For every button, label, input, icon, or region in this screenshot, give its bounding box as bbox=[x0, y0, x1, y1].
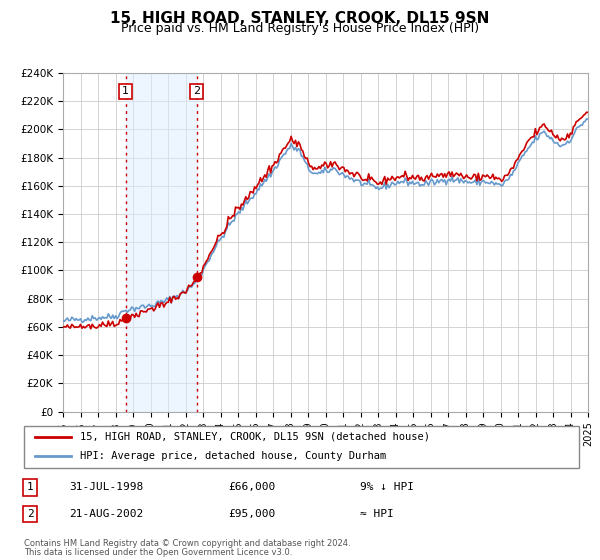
Text: ≈ HPI: ≈ HPI bbox=[360, 509, 394, 519]
Text: This data is licensed under the Open Government Licence v3.0.: This data is licensed under the Open Gov… bbox=[24, 548, 292, 557]
Text: Contains HM Land Registry data © Crown copyright and database right 2024.: Contains HM Land Registry data © Crown c… bbox=[24, 539, 350, 548]
Text: £95,000: £95,000 bbox=[228, 509, 275, 519]
Text: 1: 1 bbox=[26, 482, 34, 492]
Text: 2: 2 bbox=[26, 509, 34, 519]
Bar bbox=[125, 73, 197, 412]
Text: 2: 2 bbox=[193, 86, 200, 96]
Text: 21-AUG-2002: 21-AUG-2002 bbox=[69, 509, 143, 519]
Text: 15, HIGH ROAD, STANLEY, CROOK, DL15 9SN (detached house): 15, HIGH ROAD, STANLEY, CROOK, DL15 9SN … bbox=[79, 432, 430, 442]
Text: HPI: Average price, detached house, County Durham: HPI: Average price, detached house, Coun… bbox=[79, 451, 386, 461]
Text: 15, HIGH ROAD, STANLEY, CROOK, DL15 9SN: 15, HIGH ROAD, STANLEY, CROOK, DL15 9SN bbox=[110, 11, 490, 26]
Text: Price paid vs. HM Land Registry's House Price Index (HPI): Price paid vs. HM Land Registry's House … bbox=[121, 22, 479, 35]
FancyBboxPatch shape bbox=[24, 426, 579, 468]
Text: 9% ↓ HPI: 9% ↓ HPI bbox=[360, 482, 414, 492]
Text: 31-JUL-1998: 31-JUL-1998 bbox=[69, 482, 143, 492]
Text: £66,000: £66,000 bbox=[228, 482, 275, 492]
Text: 1: 1 bbox=[122, 86, 129, 96]
